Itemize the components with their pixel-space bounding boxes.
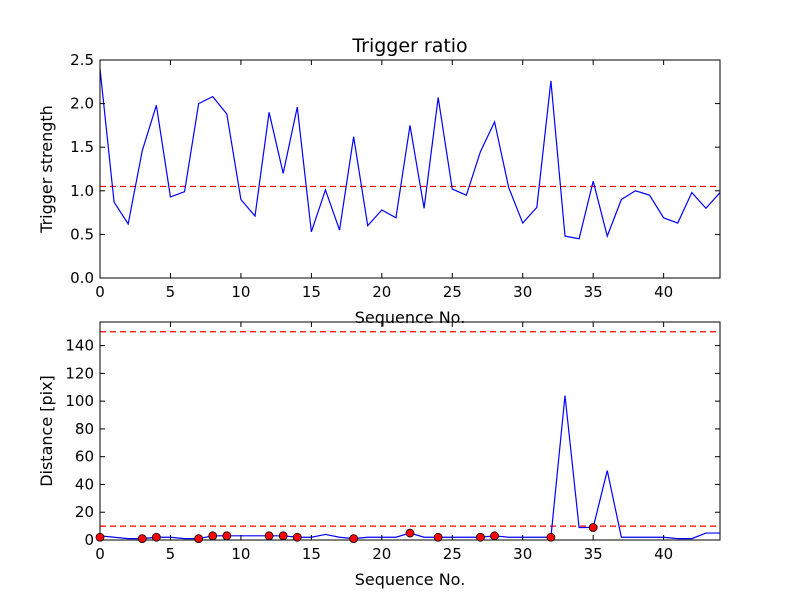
- distance-x-tick-label: 35: [584, 545, 603, 563]
- distance-x-tick-label: 25: [443, 545, 462, 563]
- distance-marker-point: [433, 532, 443, 542]
- distance-marker-point: [278, 531, 288, 541]
- trigger-ratio-ticks: 0 5 10 15 20 25 30 35 40 0.0 0.5 1.0 1.5 2.0 2.5: [70, 51, 720, 301]
- distance-marker-point: [292, 532, 302, 542]
- trigger-ratio-x-tick-label: 10: [231, 283, 250, 301]
- distance-y-tick-label: 0: [84, 531, 94, 549]
- distance-marker-point: [405, 528, 415, 538]
- trigger-ratio-y-axis-label: Trigger strength: [37, 105, 56, 234]
- trigger-ratio-x-tick-label: 25: [443, 283, 462, 301]
- distance-y-tick-label: 120: [65, 364, 94, 382]
- distance-y-tick-label: 80: [75, 420, 94, 438]
- trigger-ratio-axes-frame: [99, 59, 721, 279]
- distance-marker-point: [476, 532, 485, 542]
- trigger-ratio-y-tick-label: 0.0: [70, 269, 94, 287]
- trigger-ratio-y-tick-label: 1.0: [70, 182, 94, 200]
- distance-ticks: 0 5 10 15 20 25 30 35 40 0 20 40 60 80 100 120 140: [65, 322, 720, 563]
- trigger-ratio-series-line-0: [100, 68, 720, 240]
- trigger-ratio-y-tick-label: 2.0: [70, 95, 94, 113]
- distance-marker-point: [546, 532, 556, 542]
- trigger-ratio-y-tick-label: 1.5: [70, 138, 94, 156]
- trigger-ratio-title: Trigger ratio: [351, 35, 467, 57]
- distance-x-tick-label: 40: [654, 545, 673, 563]
- trigger-ratio-x-tick-label: 5: [166, 283, 176, 301]
- distance-y-tick-label: 140: [65, 337, 94, 355]
- distance-marker-point: [208, 531, 218, 541]
- trigger-ratio-y-tick-label: 2.5: [70, 51, 94, 69]
- distance-marker-point: [264, 531, 274, 541]
- distance-marker-point: [349, 534, 359, 544]
- distance-y-tick-label: 60: [75, 448, 94, 466]
- distance-x-tick-label: 10: [231, 545, 250, 563]
- distance-x-tick-label: 20: [372, 545, 391, 563]
- distance-x-tick-label: 15: [302, 545, 321, 563]
- distance-marker-point: [95, 532, 105, 542]
- distance-axes-frame: [99, 321, 721, 541]
- trigger-ratio-x-tick-label: 0: [95, 283, 105, 301]
- distance-marker-point: [588, 523, 598, 532]
- distance-y-tick-label: 20: [75, 503, 94, 521]
- distance-x-tick-label: 0: [95, 545, 105, 563]
- trigger-ratio-chart: 0 5 10 15 20 25 30 35 40 0.0 0.5 1.0 1.5 2.0 2.5 Trigg…: [37, 35, 721, 327]
- distance-x-tick-label: 5: [166, 545, 176, 563]
- distance-marker-point: [151, 532, 161, 542]
- distance-y-tick-label: 100: [65, 392, 94, 410]
- trigger-ratio-plot-area: [100, 68, 720, 240]
- trigger-ratio-x-tick-label: 15: [302, 283, 321, 301]
- distance-marker-point: [194, 534, 204, 544]
- distance-y-axis-label: Distance [pix]: [37, 375, 56, 487]
- distance-marker-point: [490, 531, 499, 541]
- trigger-ratio-x-tick-label: 30: [513, 283, 532, 301]
- distance-marker-point: [222, 531, 232, 541]
- distance-marker-point: [137, 534, 147, 544]
- distance-x-axis-label: Sequence No.: [355, 570, 466, 589]
- trigger-ratio-x-tick-label: 35: [584, 283, 603, 301]
- trigger-ratio-x-tick-label: 20: [372, 283, 391, 301]
- distance-chart: 0 5 10 15 20 25 30 35 40 0 20 40 60 80 100 120 140 Seque…: [37, 321, 721, 589]
- distance-y-tick-label: 40: [75, 475, 94, 493]
- distance-x-tick-label: 30: [513, 545, 532, 563]
- trigger-ratio-x-axis-label: Sequence No.: [355, 308, 466, 327]
- trigger-ratio-y-tick-label: 0.5: [70, 225, 94, 243]
- trigger-ratio-x-tick-label: 40: [654, 283, 673, 301]
